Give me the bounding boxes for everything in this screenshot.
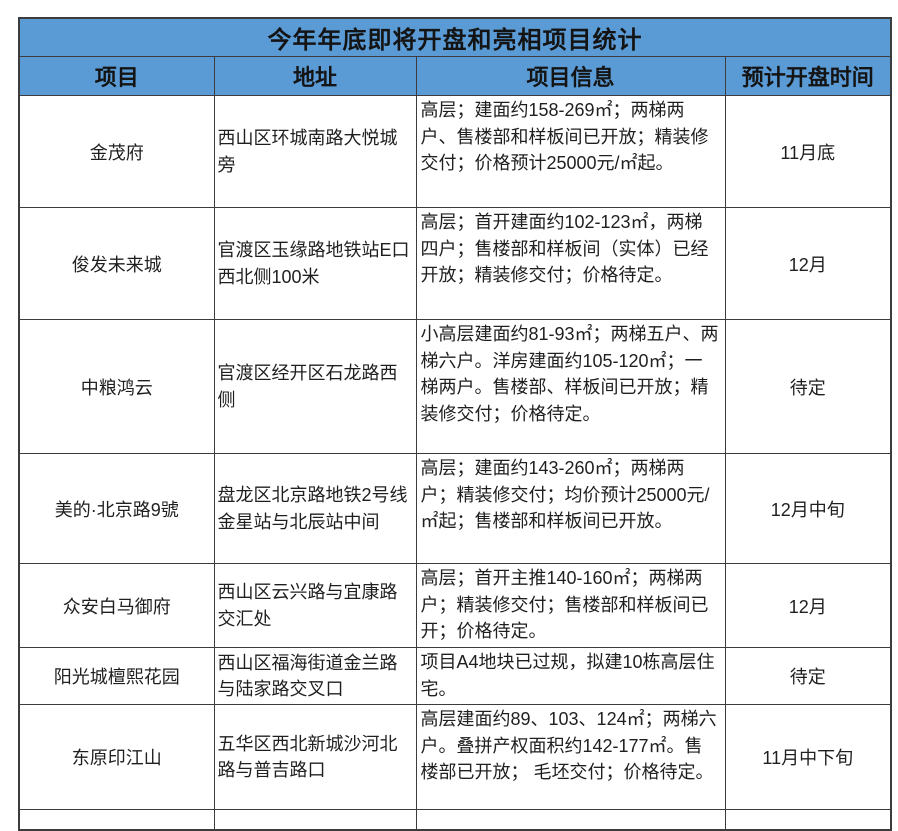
project-info: 高层；建面约158-269㎡；两梯两户、售楼部和样板间已开放；精装修交付；价格预… (415, 95, 726, 208)
table-row: 俊发未来城 官渡区玉缘路地铁站E口西北侧100米 高层；首开建面约102-123… (18, 207, 892, 320)
project-info: 小高层建面约81-93㎡；两梯五户、两梯六户。洋房建面约105-120㎡；一梯两… (415, 319, 726, 454)
table-row-partial (18, 809, 892, 831)
project-info: 高层；首开建面约102-123㎡，两梯四户；售楼部和样板间（实体）已经开放；精装… (415, 207, 726, 320)
col-header-opening-time: 预计开盘时间 (724, 56, 892, 96)
project-address: 盘龙区北京路地铁2号线金星站与北辰站中间 (213, 453, 417, 564)
project-address: 西山区云兴路与宜康路交汇处 (213, 563, 417, 648)
table-row: 美的·北京路9號 盘龙区北京路地铁2号线金星站与北辰站中间 高层；建面约143-… (18, 453, 892, 564)
project-address: 官渡区经开区石龙路西侧 (213, 319, 417, 454)
project-address: 五华区西北新城沙河北路与普吉路口 (213, 704, 417, 811)
table-row: 阳光城檀熙花园 西山区福海街道金兰路与陆家路交叉口 项目A4地块已过规，拟建10… (18, 646, 892, 706)
project-address (213, 809, 417, 831)
project-opening-time: 待定 (724, 319, 892, 454)
project-info: 高层建面约89、103、124㎡；两梯六户。叠拼产权面积约142-177㎡。售楼… (415, 704, 726, 811)
projects-table: 今年年底即将开盘和亮相项目统计 项目 地址 项目信息 预计开盘时间 金茂府 西山… (18, 17, 892, 831)
project-info (415, 809, 726, 831)
project-opening-time: 待定 (724, 646, 892, 706)
col-header-info: 项目信息 (415, 56, 726, 96)
project-name: 美的·北京路9號 (18, 453, 215, 564)
project-info: 高层；建面约143-260㎡；两梯两户；精装修交付；均价预计25000元/㎡起；… (415, 453, 726, 564)
table-row: 众安白马御府 西山区云兴路与宜康路交汇处 高层；首开主推140-160㎡；两梯两… (18, 563, 892, 648)
project-info: 高层；首开主推140-160㎡；两梯两户；精装修交付；售楼部和样板间已开；价格待… (415, 563, 726, 648)
project-opening-time: 12月中旬 (724, 453, 892, 564)
project-name: 金茂府 (18, 95, 215, 208)
project-address: 西山区福海街道金兰路与陆家路交叉口 (213, 646, 417, 706)
project-opening-time: 12月 (724, 563, 892, 648)
table-row: 东原印江山 五华区西北新城沙河北路与普吉路口 高层建面约89、103、124㎡；… (18, 704, 892, 811)
project-name: 阳光城檀熙花园 (18, 646, 215, 706)
page: 今年年底即将开盘和亮相项目统计 项目 地址 项目信息 预计开盘时间 金茂府 西山… (18, 17, 892, 831)
project-name: 中粮鸿云 (18, 319, 215, 454)
project-opening-time (724, 809, 892, 831)
col-header-address: 地址 (213, 56, 417, 96)
project-opening-time: 11月底 (724, 95, 892, 208)
project-opening-time: 12月 (724, 207, 892, 320)
project-name: 众安白马御府 (18, 563, 215, 648)
table-row: 中粮鸿云 官渡区经开区石龙路西侧 小高层建面约81-93㎡；两梯五户、两梯六户。… (18, 319, 892, 454)
table-header-row: 项目 地址 项目信息 预计开盘时间 (18, 56, 892, 96)
table-row: 金茂府 西山区环城南路大悦城旁 高层；建面约158-269㎡；两梯两户、售楼部和… (18, 95, 892, 208)
table-title-row: 今年年底即将开盘和亮相项目统计 (18, 17, 892, 57)
project-name: 俊发未来城 (18, 207, 215, 320)
project-address: 西山区环城南路大悦城旁 (213, 95, 417, 208)
project-info: 项目A4地块已过规，拟建10栋高层住宅。 (415, 646, 726, 706)
project-address: 官渡区玉缘路地铁站E口西北侧100米 (213, 207, 417, 320)
table-title: 今年年底即将开盘和亮相项目统计 (18, 17, 892, 57)
col-header-project: 项目 (18, 56, 215, 96)
project-name (18, 809, 215, 831)
project-opening-time: 11月中下旬 (724, 704, 892, 811)
project-name: 东原印江山 (18, 704, 215, 811)
